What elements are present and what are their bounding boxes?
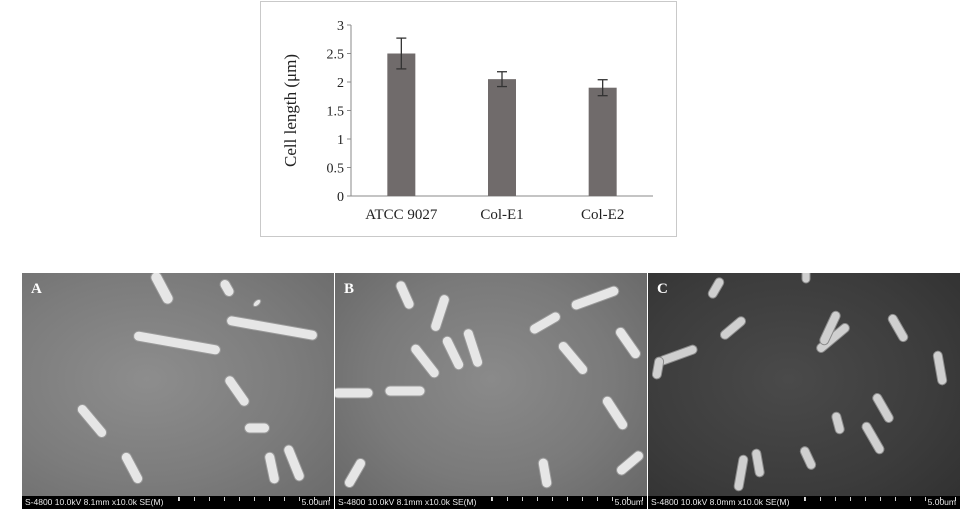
bacterium-cell: [719, 316, 747, 340]
bar-chart: Cell length (μm) 0 0.5 1 1.5 2 2.5 3 ATCC 9027 C…: [260, 1, 677, 237]
scale-ticks-c: [804, 497, 956, 501]
sem-info-c: S-4800 10.0kV 8.0mm x10.0k SE(M): [651, 497, 790, 507]
bacterium-cell: [283, 444, 305, 482]
bacterium-cell: [570, 285, 620, 311]
y-axis-label: Cell length (μm): [281, 54, 300, 167]
sem-info-a: S-4800 10.0kV 8.1mm x10.0k SE(M): [25, 497, 164, 507]
bacterium-cell: [733, 454, 749, 492]
bacterium-cell: [120, 451, 144, 485]
bacterium-cell: [601, 395, 629, 431]
bar-atcc-9027: [387, 53, 416, 196]
x-tick-label: ATCC 9027: [365, 207, 438, 223]
sem-panel-a: A S-4800 10.0kV 8.1mm x10.0k SE(M) 5.00u…: [22, 273, 334, 509]
bacterium-cell: [335, 387, 374, 399]
x-tick-label: Col-E1: [480, 207, 523, 223]
panel-letter-c: C: [657, 281, 668, 297]
scale-label-c: 5.00um: [927, 497, 956, 507]
y-tick-label: 1.5: [327, 105, 345, 120]
bacterium-cell: [616, 450, 644, 476]
bar-col-e2: [588, 87, 617, 196]
bacterium-cell: [76, 404, 108, 438]
y-tick-label: 0.5: [327, 162, 345, 177]
sem-panel-c: C S-4800 10.0kV 8.0mm x10.0k SE(M) 5.00u…: [648, 273, 960, 509]
bacterium-cell: [252, 298, 262, 308]
y-tick-label: 2: [337, 76, 344, 91]
bacterium-cell: [462, 328, 484, 368]
bacterium-cell: [751, 448, 765, 478]
bacterium-cell: [244, 422, 270, 434]
x-tick-label: Col-E2: [581, 207, 624, 223]
y-tick-label: 1: [337, 133, 344, 148]
scale-label-a: 5.00um: [301, 497, 330, 507]
bacterium-cell: [537, 457, 553, 489]
bacterium-cell: [224, 375, 250, 407]
bacterium-cell: [226, 315, 318, 341]
bacterium-cell: [344, 457, 367, 489]
bacterium-cell: [707, 277, 725, 299]
bacterium-cell: [410, 343, 440, 379]
y-tick-label: 3: [337, 19, 344, 34]
bacterium-cell: [615, 326, 641, 360]
bacterium-cell: [395, 280, 415, 310]
y-tick-label: 2.5: [327, 48, 345, 63]
bacterium-cell: [651, 356, 665, 380]
bacterium-cell: [384, 385, 426, 397]
bacterium-cell: [441, 335, 465, 371]
bacterium-cell: [557, 341, 589, 375]
bar-chart-plot: Cell length (μm) 0 0.5 1 1.5 2 2.5 3 ATCC 9027 C…: [281, 19, 653, 223]
scale-ticks-a: [178, 497, 330, 501]
bacterium-cell: [819, 310, 841, 346]
bacterium-cell: [872, 393, 894, 423]
bacterium-cell: [133, 330, 221, 356]
bacterium-cell: [799, 446, 817, 470]
bacterium-cell: [219, 279, 235, 297]
bacterium-cell: [529, 311, 561, 335]
sem-info-b: S-4800 10.0kV 8.1mm x10.0k SE(M): [338, 497, 477, 507]
scale-ticks-b: [491, 497, 643, 501]
bacterium-cell: [264, 451, 280, 485]
panel-letter-b: B: [344, 281, 355, 297]
y-tick-label: 0: [337, 190, 344, 205]
sem-info-bar-c: S-4800 10.0kV 8.0mm x10.0k SE(M) 5.00um: [648, 496, 960, 509]
sem-image-c: [651, 273, 948, 492]
bacterium-cell: [932, 350, 948, 386]
bacterium-cell: [831, 411, 845, 435]
sem-image-a: [76, 273, 318, 485]
bacterium-cell: [150, 273, 174, 305]
bacterium-cell: [801, 273, 811, 284]
bacterium-cell: [430, 294, 450, 332]
sem-info-bar-b: S-4800 10.0kV 8.1mm x10.0k SE(M) 5.00um: [335, 496, 647, 509]
bar-col-e1: [488, 79, 516, 196]
sem-info-bar-a: S-4800 10.0kV 8.1mm x10.0k SE(M) 5.00um: [22, 496, 334, 509]
sem-panel-b: B S-4800 10.0kV 8.1mm x10.0k SE(M) 5.00u…: [335, 273, 647, 509]
sem-image-b: [335, 280, 644, 489]
panel-letter-a: A: [31, 281, 42, 297]
bacterium-cell: [887, 313, 909, 343]
bacterium-cell: [861, 421, 885, 455]
scale-label-b: 5.00um: [614, 497, 643, 507]
